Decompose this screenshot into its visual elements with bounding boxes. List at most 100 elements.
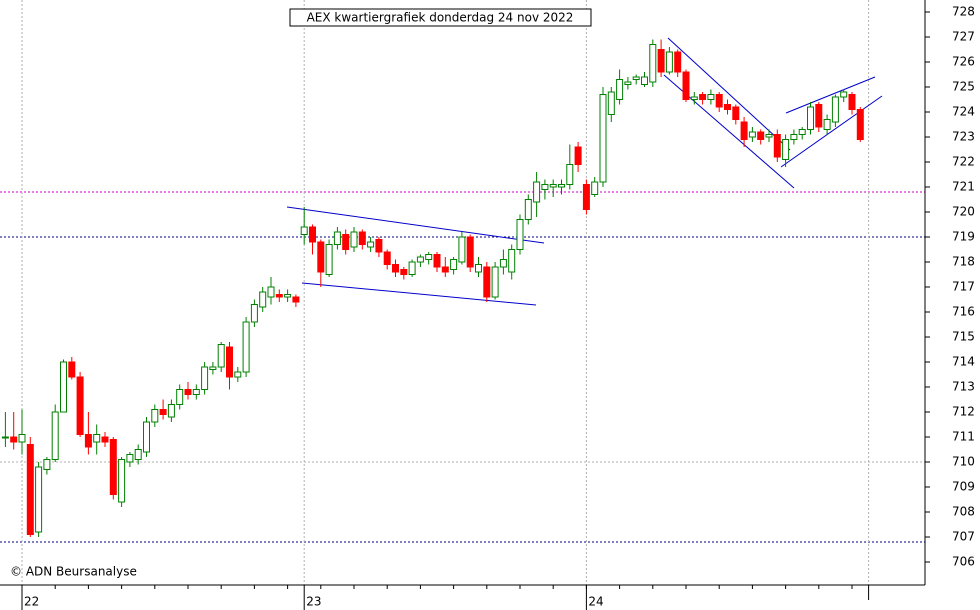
- candle-body: [143, 421, 150, 453]
- candle-body: [217, 344, 225, 368]
- candle-body: [10, 436, 18, 443]
- y-tick-label: 715: [952, 330, 975, 344]
- candle-body: [815, 104, 823, 128]
- y-tick-label: 725: [952, 80, 975, 94]
- candle-body: [84, 434, 92, 448]
- candle-body: [607, 91, 615, 115]
- y-tick-label: 718: [952, 255, 975, 269]
- candle-body: [458, 236, 466, 263]
- candle-body: [508, 249, 516, 273]
- candle-body: [209, 366, 217, 370]
- candle-body: [275, 294, 283, 298]
- candle-body: [300, 226, 308, 235]
- candle-body: [740, 121, 748, 140]
- candle-body: [499, 259, 507, 268]
- x-tick-label: 23: [306, 595, 321, 609]
- candle-body: [176, 389, 184, 405]
- y-tick-label: 710: [952, 455, 975, 469]
- candle-body: [35, 466, 43, 533]
- candle-body: [126, 454, 134, 463]
- grid: [0, 0, 925, 585]
- candle-body: [309, 226, 316, 243]
- candle-body: [433, 254, 441, 268]
- candle-body: [68, 361, 76, 378]
- candle-body: [765, 134, 773, 138]
- candle-body: [483, 266, 491, 298]
- candle-body: [416, 256, 424, 263]
- y-tick-label: 722: [952, 155, 975, 169]
- candle-body: [76, 376, 84, 435]
- candle-body: [840, 91, 848, 98]
- y-tick-label: 726: [952, 55, 975, 69]
- y-tick-label: 719: [952, 230, 975, 244]
- y-tick-label: 707: [952, 530, 975, 544]
- candle-body: [60, 361, 67, 413]
- candle-body: [375, 239, 383, 253]
- candle-body: [101, 436, 109, 443]
- candle-body: [192, 389, 200, 395]
- trend-line: [286, 206, 545, 244]
- candle-body: [367, 241, 375, 248]
- y-tick-label: 727: [952, 30, 975, 44]
- candle-body: [342, 234, 350, 250]
- title-box: [289, 8, 592, 27]
- candle-body: [632, 76, 640, 80]
- candle-body: [690, 96, 698, 100]
- candle-body: [856, 109, 864, 140]
- candle-body: [333, 231, 341, 245]
- x-tick-label: 22: [24, 595, 39, 609]
- candle-body: [541, 184, 549, 190]
- trend-line: [301, 282, 537, 306]
- candle-body: [641, 76, 648, 85]
- candle-body: [757, 131, 765, 140]
- candle-body: [790, 134, 798, 140]
- candle-body: [383, 251, 391, 265]
- candle-body: [707, 94, 715, 100]
- candle-body: [657, 49, 665, 73]
- candle-body: [574, 146, 582, 165]
- candle-body: [118, 459, 126, 503]
- candle-body: [18, 434, 26, 443]
- y-tick-label: 728: [952, 5, 975, 19]
- candle-body: [491, 266, 499, 298]
- candle-body: [674, 51, 682, 73]
- candle-body: [358, 231, 366, 245]
- candle-body: [682, 71, 690, 100]
- candle-body: [732, 106, 740, 120]
- candle-body: [109, 439, 117, 495]
- candle-body: [558, 184, 565, 188]
- candle-body: [234, 371, 242, 378]
- candle-body: [724, 104, 731, 110]
- candles: [1, 39, 864, 537]
- candle-body: [848, 94, 856, 110]
- y-tick-label: 711: [952, 430, 975, 444]
- candle-body: [425, 254, 433, 260]
- y-tick-label: 720: [952, 205, 975, 219]
- candle-body: [226, 346, 233, 378]
- candle-body: [582, 184, 590, 210]
- candle-body: [699, 94, 707, 100]
- candle-body: [250, 304, 258, 323]
- candle-body: [26, 444, 34, 535]
- candle-body: [317, 241, 325, 273]
- candle-body: [201, 366, 209, 390]
- y-tick-label: 714: [952, 355, 975, 369]
- candle-body: [93, 434, 101, 443]
- candle-body: [450, 259, 458, 270]
- candle-body: [184, 389, 192, 395]
- candle-body: [748, 131, 756, 138]
- y-tick-label: 706: [952, 555, 975, 569]
- candle-body: [292, 296, 300, 303]
- y-tick-label: 724: [952, 105, 975, 119]
- candle-body: [599, 94, 607, 183]
- candle-body: [325, 244, 333, 275]
- candle-body: [51, 411, 59, 460]
- candle-body: [624, 81, 632, 85]
- chart-title: AEX kwartiergrafiek donderdag 24 nov 202…: [307, 11, 574, 25]
- candle-body: [259, 291, 267, 308]
- copyright: © ADN Beursanalyse: [10, 565, 137, 579]
- y-tick-label: 713: [952, 380, 975, 394]
- candle-body: [475, 264, 482, 273]
